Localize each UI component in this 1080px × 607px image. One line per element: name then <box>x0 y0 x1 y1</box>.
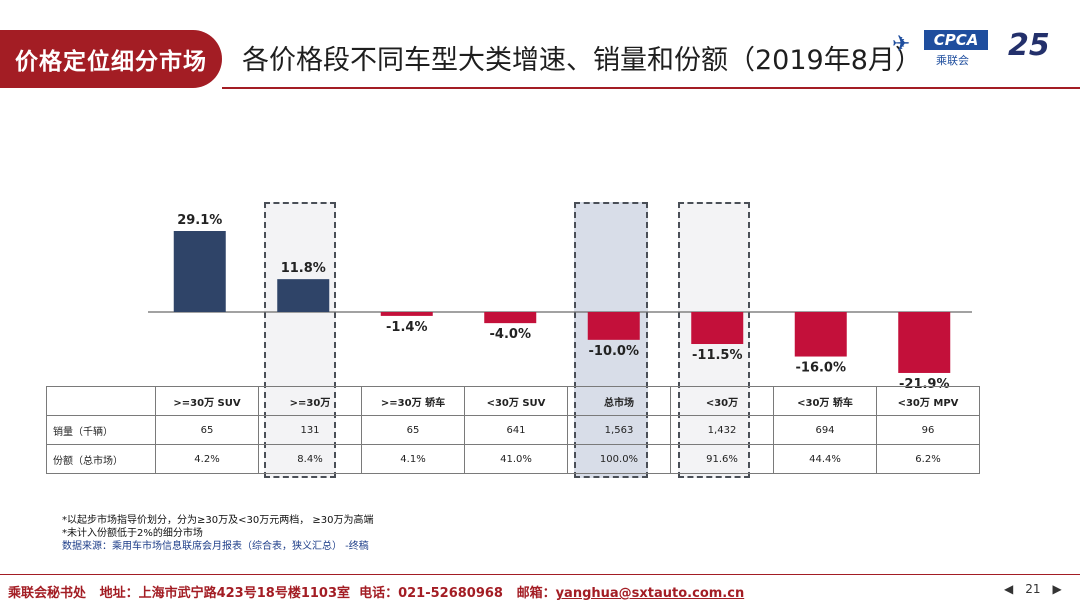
bar-3 <box>380 312 433 316</box>
table-cell: 100.0% <box>567 444 671 474</box>
cpca-swoosh-icon: ✈ <box>892 32 911 57</box>
bar-label-7: -16.0% <box>796 361 847 376</box>
table-header-cell: 总市场 <box>567 386 671 416</box>
table-cell: 1,563 <box>567 415 671 445</box>
cpca-logo-cn: 乘联会 <box>936 54 969 67</box>
footer-email-link[interactable]: yanghua@sxtauto.com.cn <box>555 586 745 601</box>
table-row-label: 份额（总市场） <box>46 444 156 474</box>
table-header-cell: <30万 MPV <box>876 386 980 416</box>
section-label: 价格定位细分市场 <box>0 30 222 88</box>
table-cell: 65 <box>155 415 259 445</box>
note-line-1: *以起步市场指导价划分，分为≥30万及<30万元两档， ≥30万为高端 <box>62 515 374 526</box>
footer-org: 乘联会秘书处 <box>8 586 87 601</box>
table-header-row: >=30万 SUV >=30万 >=30万 轿车 <30万 SUV 总市场 <30万 <30… <box>46 386 980 416</box>
table-cell: 4.1% <box>361 444 465 474</box>
table-header-cell: >=30万 <box>258 386 362 416</box>
bar-label-6: -11.5% <box>692 348 743 363</box>
bar-label-2: 11.8% <box>281 261 326 276</box>
table-header-cell: >=30万 轿车 <box>361 386 465 416</box>
table-row: 销量（千辆） 65 131 65 641 1,563 1,432 694 96 <box>46 415 980 445</box>
bar-label-3: -1.4% <box>386 320 427 335</box>
header-divider <box>222 87 1080 89</box>
table-cell: 131 <box>258 415 362 445</box>
table-corner-cell <box>46 386 156 416</box>
data-table: >=30万 SUV >=30万 >=30万 轿车 <30万 SUV 总市场 <30万 <30… <box>46 386 980 474</box>
table-row-label: 销量（千辆） <box>46 415 156 445</box>
table-cell: 8.4% <box>258 444 362 474</box>
table-header-cell: <30万 <box>670 386 774 416</box>
bar-1 <box>173 231 226 312</box>
table-cell: 44.4% <box>773 444 877 474</box>
table-cell: 6.2% <box>876 444 980 474</box>
bar-label-5: -10.0% <box>589 344 640 359</box>
table-cell: 641 <box>464 415 568 445</box>
bar-6 <box>691 312 744 345</box>
table-cell: 91.6% <box>670 444 774 474</box>
pager: ◀ 21 ▶ <box>998 582 1068 596</box>
table-cell: 1,432 <box>670 415 774 445</box>
table-header-cell: >=30万 SUV <box>155 386 259 416</box>
cpca-logo: ✈ CPCA 乘联会 <box>890 28 998 67</box>
footer-phone: 电话：021-52680968 <box>359 586 503 601</box>
notes: *以起步市场指导价划分，分为≥30万及<30万元两档， ≥30万为高端 *未计入… <box>62 514 374 553</box>
page-title: 各价格段不同车型大类增速、销量和份额（2019年8月） <box>242 45 922 76</box>
bar-label-4: -4.0% <box>490 327 531 342</box>
data-source: 数据来源：乘用车市场信息联席会月报表（综合表，狭义汇总） -终稿 <box>62 541 369 552</box>
note-line-2: *未计入份额低于2%的细分市场 <box>62 528 203 539</box>
next-page-icon[interactable]: ▶ <box>1052 582 1062 596</box>
table-header-cell: <30万 轿车 <box>773 386 877 416</box>
anniversary-logo: 25 <box>1008 28 1050 63</box>
footer: 乘联会秘书处 地址：上海市武宁路423号18号楼1103室 电话：021-526… <box>8 582 744 601</box>
growth-bar-chart: 29.1%11.8%-1.4% -4.0%-10.0% -11.5%-16.0%-2… <box>148 213 972 392</box>
table-header-cell: <30万 SUV <box>464 386 568 416</box>
table-cell: 65 <box>361 415 465 445</box>
table-cell: 4.2% <box>155 444 259 474</box>
table-cell: 96 <box>876 415 980 445</box>
bar-7 <box>794 312 847 357</box>
table-cell: 694 <box>773 415 877 445</box>
page-number: 21 <box>1025 582 1041 596</box>
table-cell: 41.0% <box>464 444 568 474</box>
prev-page-icon[interactable]: ◀ <box>1004 582 1014 596</box>
table-row: 份额（总市场） 4.2% 8.4% 4.1% 41.0% 100.0% 91.6% 44.4%… <box>46 444 980 474</box>
footer-divider <box>0 574 1080 575</box>
cpca-logo-text: CPCA <box>924 30 988 50</box>
bar-5 <box>587 312 640 340</box>
footer-address: 地址：上海市武宁路423号18号楼1103室 <box>99 586 351 601</box>
bar-4 <box>484 312 537 324</box>
footer-email-label: 邮箱： <box>516 586 556 601</box>
bar-2 <box>277 279 330 312</box>
bar-label-1: 29.1% <box>177 213 222 228</box>
bar-8 <box>898 312 951 373</box>
